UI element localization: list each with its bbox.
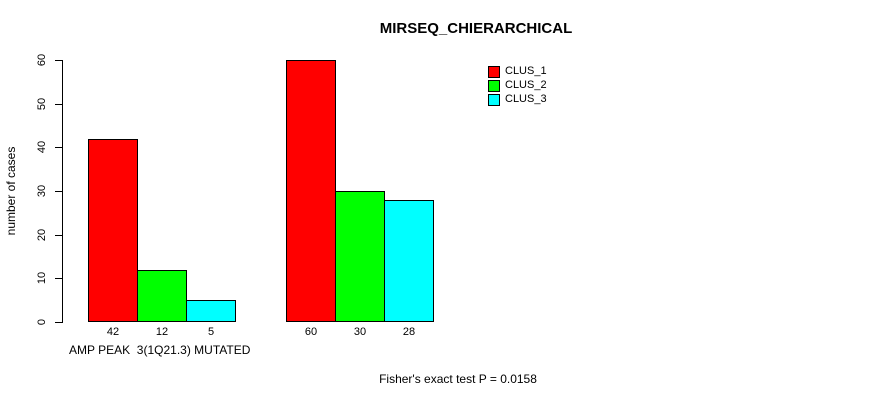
- bar-clus_2-group2: [335, 191, 385, 322]
- y-tick-mark: [55, 147, 63, 148]
- y-tick-label: 0: [36, 318, 48, 326]
- y-tick-mark: [55, 278, 63, 279]
- y-tick-label: 40: [36, 140, 48, 154]
- legend-label: CLUS_2: [505, 79, 547, 91]
- bar-clus_1-group2: [286, 60, 336, 322]
- legend-label: CLUS_3: [505, 93, 547, 105]
- bar-clus_2-group1: [137, 270, 187, 322]
- bar-value-label: 12: [155, 326, 169, 338]
- x-axis-group-label: AMP PEAK 3(1Q21.3) MUTATED: [69, 343, 251, 357]
- y-tick-mark: [55, 104, 63, 105]
- chart-title: MIRSEQ_CHIERARCHICAL: [379, 20, 573, 37]
- y-axis-title: number of cases: [4, 146, 18, 236]
- y-tick-mark: [55, 60, 63, 61]
- legend-swatch-clus_2: [488, 80, 500, 92]
- y-tick-mark: [55, 235, 63, 236]
- y-tick-mark: [55, 191, 63, 192]
- bar-clus_3-group2: [384, 200, 434, 322]
- bar-clus_3-group1: [186, 300, 236, 322]
- y-tick-label: 30: [36, 184, 48, 198]
- y-tick-label: 10: [36, 271, 48, 285]
- bar-clus_1-group1: [88, 139, 138, 322]
- y-tick-label: 20: [36, 228, 48, 242]
- legend-swatch-clus_3: [488, 94, 500, 106]
- bar-value-label: 5: [207, 326, 215, 338]
- bar-value-label: 30: [353, 326, 367, 338]
- bar-value-label: 28: [402, 326, 416, 338]
- bar-value-label: 60: [304, 326, 318, 338]
- y-tick-label: 60: [36, 53, 48, 67]
- legend-swatch-clus_1: [488, 66, 500, 78]
- y-tick-mark: [55, 322, 63, 323]
- legend-label: CLUS_1: [505, 65, 547, 77]
- y-tick-label: 50: [36, 97, 48, 111]
- fisher-test-annotation: Fisher's exact test P = 0.0158: [379, 372, 537, 386]
- bar-value-label: 42: [106, 326, 120, 338]
